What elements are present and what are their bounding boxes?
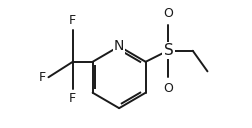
Text: F: F [38,71,45,84]
Text: O: O [163,82,173,95]
Text: F: F [69,14,76,27]
Text: N: N [113,39,124,53]
Text: O: O [163,7,173,20]
Text: S: S [163,43,173,58]
Text: F: F [69,92,76,105]
